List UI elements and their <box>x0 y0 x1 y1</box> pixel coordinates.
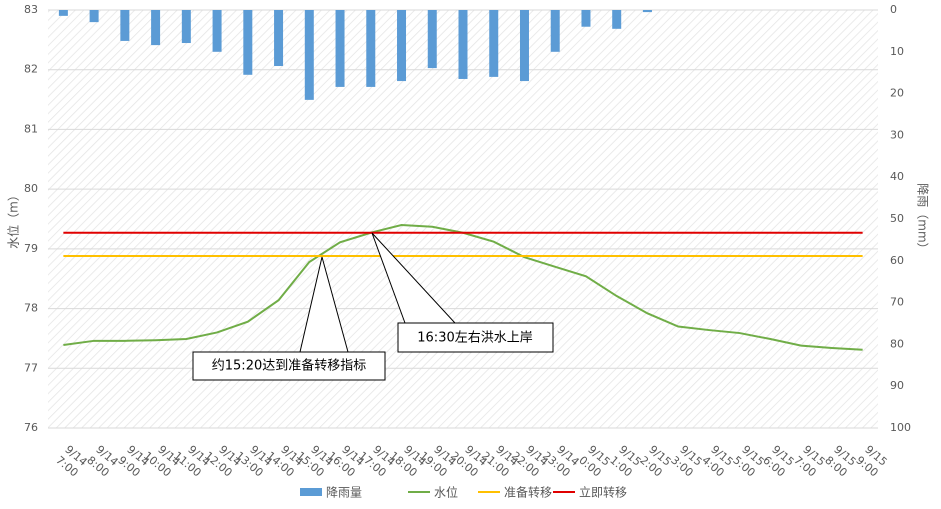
y2-tick-label: 20 <box>890 87 904 100</box>
bar <box>458 10 468 79</box>
legend-swatch <box>300 488 322 496</box>
bar <box>427 10 437 69</box>
bar <box>581 10 591 27</box>
y-tick-label: 80 <box>24 182 38 195</box>
y2-tick-label: 40 <box>890 170 904 183</box>
bar <box>181 10 191 44</box>
bar <box>335 10 345 87</box>
legend-label: 水位 <box>434 485 458 500</box>
y2-tick-label: 50 <box>890 212 904 225</box>
annotation: 16:30左右洪水上岸 <box>417 331 532 346</box>
bar <box>397 10 407 82</box>
bar <box>612 10 622 29</box>
legend-label: 立即转移 <box>579 485 627 500</box>
bar <box>366 10 376 87</box>
callout-box <box>192 351 386 381</box>
y-tick-label: 76 <box>24 421 38 434</box>
bar <box>212 10 222 52</box>
bar <box>151 10 161 46</box>
y2-tick-label: 0 <box>890 3 897 16</box>
y-tick-label: 82 <box>24 63 38 76</box>
bar <box>274 10 284 67</box>
bar <box>120 10 130 41</box>
annotation: 约15:20达到准备转移指标 <box>212 358 366 374</box>
y2-tick-label: 70 <box>890 296 904 309</box>
y2-tick-label: 90 <box>890 379 904 392</box>
y2-tick-label: 30 <box>890 128 904 141</box>
legend-label: 准备转移 <box>504 485 552 500</box>
bar <box>519 10 529 82</box>
bar <box>89 10 99 23</box>
bar <box>304 10 314 100</box>
y2-tick-label: 100 <box>890 421 911 434</box>
y-tick-label: 83 <box>24 3 38 16</box>
y-tick-label: 77 <box>24 361 38 374</box>
plot-area <box>48 10 878 428</box>
y2-tick-label: 60 <box>890 254 904 267</box>
y2-axis-label: 降雨（mm） <box>916 183 930 254</box>
y-tick-label: 78 <box>24 302 38 315</box>
bar <box>58 10 68 16</box>
bar <box>550 10 560 52</box>
legend-label: 降雨量 <box>326 486 362 500</box>
y-tick-label: 81 <box>24 122 38 135</box>
bar <box>489 10 499 77</box>
y-axis-label: 水位（m） <box>6 189 21 249</box>
y2-tick-label: 80 <box>890 337 904 350</box>
y2-tick-label: 10 <box>890 45 904 58</box>
bar <box>642 10 652 13</box>
y-tick-label: 79 <box>24 242 38 255</box>
bar <box>243 10 253 75</box>
callout-box <box>397 322 554 353</box>
